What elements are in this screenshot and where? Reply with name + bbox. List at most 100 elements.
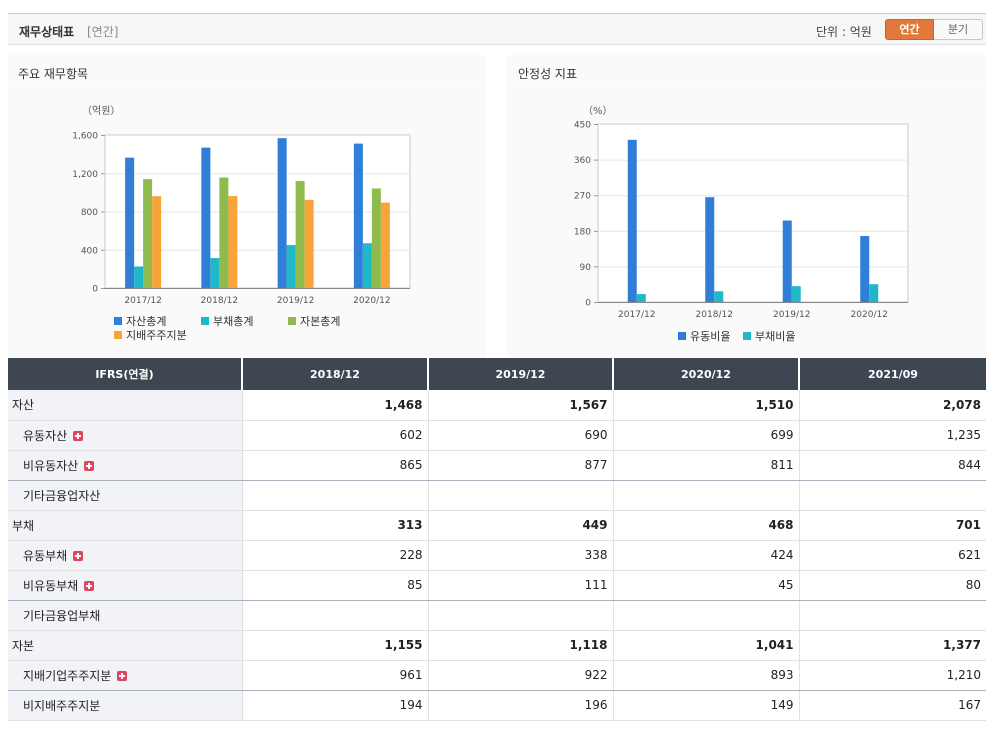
- value-cell: 1,118: [428, 630, 614, 661]
- table-row: 부채 313 449 468 701: [8, 510, 986, 541]
- expand-plus-icon[interactable]: [84, 460, 95, 471]
- bar[interactable]: [705, 197, 715, 302]
- stability-chart: （%） 0 90 180 270 360 450 2017/12 2018/12 2019/12 2…: [574, 105, 909, 343]
- bar[interactable]: [152, 196, 162, 288]
- bar[interactable]: [295, 181, 305, 288]
- y-tick-label: 0: [92, 285, 98, 295]
- bar[interactable]: [210, 258, 220, 288]
- row-label-cell: 기타금융업부채: [8, 600, 243, 631]
- bar[interactable]: [228, 196, 238, 288]
- table-row: 유동부채 228 338 424 621: [8, 540, 986, 571]
- quarter-button[interactable]: 분기: [934, 19, 983, 40]
- row-label-cell: 기타금융업자산: [8, 480, 243, 511]
- value-cell: 1,210: [799, 660, 986, 691]
- value-cell: 1,468: [242, 390, 429, 421]
- expand-plus-icon[interactable]: [73, 430, 84, 441]
- table-row: 유동자산 602 690 699 1,235: [8, 420, 986, 451]
- table-row: 지배기업주주지분 961 922 893 1,210: [8, 660, 986, 691]
- row-label: 비유동자산: [23, 458, 79, 473]
- expand-plus-icon[interactable]: [73, 550, 84, 561]
- bar[interactable]: [277, 138, 287, 288]
- bar[interactable]: [380, 202, 390, 288]
- bar[interactable]: [201, 147, 211, 288]
- bar[interactable]: [714, 291, 724, 302]
- row-label-cell: 비유동자산: [8, 450, 243, 481]
- period-toggle: 연간 분기: [885, 19, 983, 40]
- value-cell: 922: [428, 660, 614, 691]
- column-header-basis: IFRS(연결): [8, 358, 243, 390]
- section-header: 재무상태표 [연간] 단위 : 억원 연간 분기: [8, 13, 986, 45]
- table-row: 비지배주주지분 194 196 149 167: [8, 690, 986, 721]
- row-label-cell: 자산: [8, 390, 243, 421]
- y-tick-label: 360: [574, 156, 591, 166]
- bar[interactable]: [627, 139, 637, 302]
- annual-button[interactable]: 연간: [885, 19, 934, 40]
- row-label-cell: 비지배주주지분: [8, 690, 243, 721]
- value-cell: 690: [428, 420, 614, 451]
- expand-plus-icon[interactable]: [117, 670, 128, 681]
- value-cell: [799, 600, 986, 631]
- y-tick-label: 800: [81, 208, 98, 218]
- row-label: 기타금융업부채: [23, 608, 101, 623]
- legend-swatch: [288, 317, 296, 325]
- bar[interactable]: [636, 294, 646, 302]
- value-cell: 194: [242, 690, 429, 721]
- table-header-row: IFRS(연결) 2018/12 2019/12 2020/12 2021/09: [8, 358, 986, 390]
- column-header: 2019/12: [428, 358, 614, 390]
- bar[interactable]: [782, 220, 792, 302]
- x-tick-label: 2018/12: [696, 310, 733, 320]
- main-items-chart-panel: 주요 재무항목 （억원） 0 400 800 1,200 1,600 2017/12 2018…: [8, 55, 486, 357]
- bar[interactable]: [362, 243, 372, 288]
- value-cell: 45: [613, 570, 800, 601]
- legend-label: 부채총계: [213, 315, 253, 328]
- value-cell: 468: [613, 510, 800, 541]
- bar[interactable]: [304, 199, 314, 288]
- value-cell: [428, 480, 614, 511]
- bar[interactable]: [860, 235, 870, 302]
- row-label: 비지배주주지분: [23, 698, 101, 713]
- value-cell: [613, 480, 800, 511]
- value-cell: [613, 600, 800, 631]
- value-cell: 449: [428, 510, 614, 541]
- value-cell: [799, 480, 986, 511]
- bar[interactable]: [143, 179, 153, 288]
- expand-plus-icon[interactable]: [84, 580, 95, 591]
- bar[interactable]: [869, 284, 879, 302]
- row-label-cell: 비유동부채: [8, 570, 243, 601]
- x-tick-label: 2020/12: [851, 310, 888, 320]
- row-label: 유동부채: [23, 548, 68, 563]
- bar[interactable]: [791, 286, 801, 302]
- row-label-cell: 유동부채: [8, 540, 243, 571]
- value-cell: 602: [242, 420, 429, 451]
- plot-area: [597, 123, 909, 303]
- legend-label: 자본총계: [300, 315, 340, 328]
- legend-swatch: [114, 317, 122, 325]
- y-tick-label: 1,200: [72, 170, 98, 180]
- value-cell: 228: [242, 540, 429, 571]
- value-cell: 1,377: [799, 630, 986, 661]
- row-label-cell: 부채: [8, 510, 243, 541]
- bar[interactable]: [286, 245, 296, 288]
- bar[interactable]: [353, 143, 363, 288]
- legend-label: 부채비율: [755, 330, 795, 343]
- table-row: 비유동부채 85 111 45 80: [8, 570, 986, 601]
- bar[interactable]: [134, 266, 144, 288]
- bar[interactable]: [219, 177, 229, 288]
- row-label-cell: 자본: [8, 630, 243, 661]
- legend-swatch: [743, 332, 751, 340]
- row-label: 비유동부채: [23, 578, 79, 593]
- bar[interactable]: [125, 157, 135, 288]
- unit-label: 단위 : 억원: [816, 25, 872, 39]
- value-cell: 2,078: [799, 390, 986, 421]
- value-cell: 1,041: [613, 630, 800, 661]
- table-row: 자산 1,468 1,567 1,510 2,078: [8, 390, 986, 421]
- value-cell: 313: [242, 510, 429, 541]
- row-label-cell: 유동자산: [8, 420, 243, 451]
- value-cell: 699: [613, 420, 800, 451]
- x-tick-label: 2019/12: [773, 310, 810, 320]
- value-cell: 877: [428, 450, 614, 481]
- bar[interactable]: [371, 188, 381, 288]
- value-cell: 167: [799, 690, 986, 721]
- balance-sheet-table: IFRS(연결) 2018/12 2019/12 2020/12 2021/09…: [8, 358, 986, 721]
